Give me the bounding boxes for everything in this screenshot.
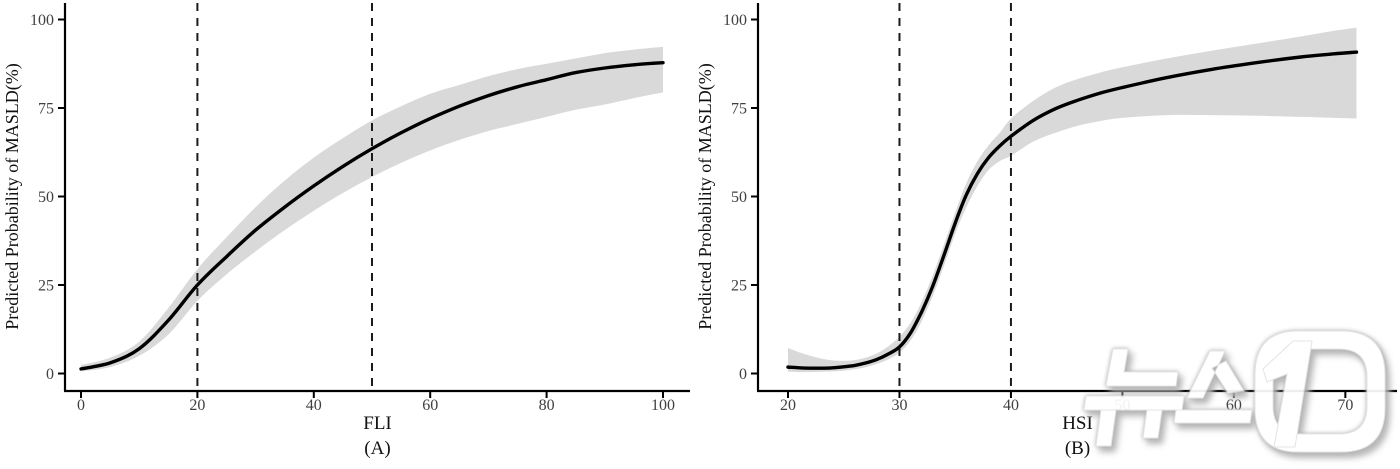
- panel-b-ytick-label: 100: [723, 12, 747, 29]
- panel-b-xtick-label: 40: [1003, 397, 1019, 414]
- panel-b-y-axis-title: Predicted Probability of MASLD(%): [695, 63, 716, 329]
- panel-b-xtick-label: 70: [1337, 397, 1353, 414]
- panel-a-xtick-label: 20: [189, 397, 205, 414]
- watermark-seu-glyph: [1173, 350, 1253, 424]
- panel-a-xtick-label: 60: [422, 397, 438, 414]
- watermark-one-ring: [1254, 330, 1386, 453]
- panel-a-xtick-label: 100: [651, 397, 675, 414]
- panel-b-xtick-label: 20: [780, 397, 796, 414]
- panel-a-x-axis-title: FLI: [363, 413, 392, 434]
- panel-a-ytick-label: 25: [38, 278, 54, 295]
- panel-a-ytick-label: 50: [38, 189, 54, 206]
- watermark-one-numeral: [1262, 340, 1313, 448]
- panel-a-confidence-band: [81, 46, 663, 372]
- panel-a-xtick-label: 40: [306, 397, 322, 414]
- panel-b-xtick-label: 30: [891, 397, 907, 414]
- news1-logo: [1083, 330, 1386, 453]
- panel-b-ytick-label: 0: [739, 366, 747, 383]
- panel-a-panel-label: (A): [364, 438, 390, 459]
- panel-b-ytick-label: 75: [731, 101, 747, 118]
- watermark-nyu-glyph: [1083, 348, 1185, 447]
- panel-a-y-axis-title: Predicted Probability of MASLD(%): [2, 63, 23, 329]
- panel-b-ytick-label: 25: [731, 278, 747, 295]
- panel-a-curve: [79, 61, 665, 371]
- panel-a-xtick-label: 80: [539, 397, 555, 414]
- panel-b-confidence-band: [788, 27, 1357, 373]
- panel-a-ytick-label: 75: [38, 101, 54, 118]
- news1-watermark: [1040, 290, 1400, 464]
- panel-a-xtick-label: 0: [77, 397, 85, 414]
- panel-b-ytick-label: 50: [731, 189, 747, 206]
- panel-b-x-axis-title: HSI: [1062, 413, 1093, 434]
- panel-a-ytick-label: 0: [46, 366, 54, 383]
- panel-b-panel-label: (B): [1065, 438, 1090, 459]
- panel-a-ytick-label: 100: [30, 12, 54, 29]
- panel-b-curve: [786, 50, 1359, 370]
